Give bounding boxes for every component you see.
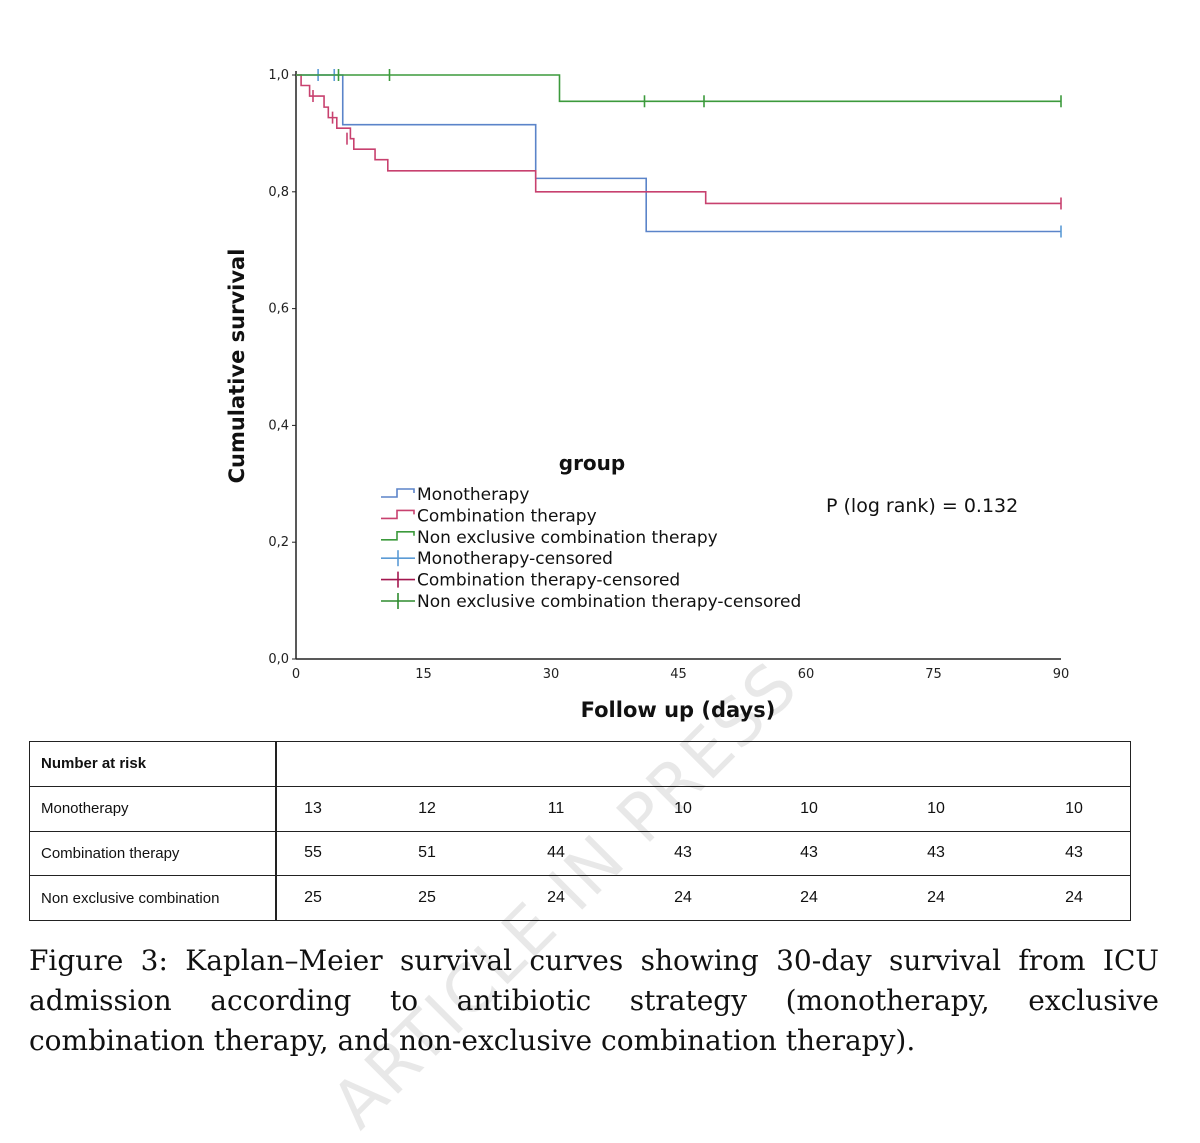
y-tick-label: 0,8 xyxy=(268,185,289,200)
risk-row-values: 55 51 44 43 43 43 43 xyxy=(275,830,1131,877)
curve-combination-therapy xyxy=(296,74,1061,205)
x-tick-label: 15 xyxy=(415,667,432,682)
risk-value: 24 xyxy=(674,889,692,907)
legend-entry-label: Combination therapy xyxy=(417,506,597,526)
risk-value: 25 xyxy=(418,889,436,907)
kaplan-meier-chart: 0,0 0,2 0,4 0,6 0,8 1,0 0 15 30 45 60 75 90 group Mon… xyxy=(225,68,1069,722)
legend-step-swatch xyxy=(381,509,415,520)
risk-row-label: Monotherapy xyxy=(29,785,277,832)
y-axis-title: Cumulative survival xyxy=(225,249,249,484)
y-tick-label: 1,0 xyxy=(268,68,289,83)
x-tick-label: 45 xyxy=(670,667,687,682)
legend-entry-label: Monotherapy xyxy=(417,485,529,505)
risk-value: 44 xyxy=(547,844,565,862)
risk-value: 10 xyxy=(674,799,692,817)
y-tick-label: 0,2 xyxy=(268,535,289,550)
x-tick-label: 90 xyxy=(1053,667,1070,682)
risk-row-values: 25 25 24 24 24 24 24 xyxy=(275,875,1131,921)
log-rank-p-value: P (log rank) = 0.132 xyxy=(826,495,1018,517)
survival-curves xyxy=(296,69,1062,238)
figure-caption: Figure 3: Kaplan–Meier survival curves s… xyxy=(29,944,1159,1057)
legend-entry-label: Combination therapy-censored xyxy=(417,571,680,591)
x-tick-label: 0 xyxy=(292,667,300,682)
risk-value: 55 xyxy=(304,844,322,862)
risk-value: 12 xyxy=(418,799,436,817)
risk-row-values: 13 12 11 10 10 10 10 xyxy=(275,785,1131,832)
risk-value: 24 xyxy=(1065,889,1083,907)
risk-row-combination-therapy: Combination therapy 55 51 44 43 43 43 43 xyxy=(29,830,1131,877)
legend-step-swatch xyxy=(381,488,415,498)
legend-entry-label: Non exclusive combination therapy xyxy=(417,528,718,548)
risk-row-label: Combination therapy xyxy=(29,830,277,877)
risk-value: 24 xyxy=(547,889,565,907)
axes: 0,0 0,2 0,4 0,6 0,8 1,0 0 15 30 45 60 75 90 xyxy=(268,68,1069,682)
risk-value: 13 xyxy=(304,799,322,817)
risk-value: 10 xyxy=(927,799,945,817)
risk-value: 25 xyxy=(304,889,322,907)
number-at-risk-table: Number at risk Monotherapy 13 12 11 10 10 10 1… xyxy=(29,741,1131,921)
risk-row-monotherapy: Monotherapy 13 12 11 10 10 10 10 xyxy=(29,785,1131,832)
y-tick-label: 0,6 xyxy=(268,302,289,317)
legend-step-swatch xyxy=(381,531,415,541)
curve-monotherapy xyxy=(296,74,1061,233)
risk-row-non-exclusive-combination: Non exclusive combination 25 25 24 24 24 24 24 xyxy=(29,875,1131,921)
risk-value: 24 xyxy=(927,889,945,907)
x-axis-title: Follow up (days) xyxy=(581,698,776,722)
risk-value: 43 xyxy=(1065,844,1083,862)
curve-non-exclusive-combination-therapy xyxy=(296,74,1061,103)
risk-row-label: Non exclusive combination xyxy=(29,875,277,921)
risk-value: 43 xyxy=(927,844,945,862)
x-tick-label: 75 xyxy=(925,667,942,682)
risk-table-header: Number at risk xyxy=(29,741,277,787)
legend-title: group xyxy=(559,451,625,475)
risk-value: 43 xyxy=(800,844,818,862)
risk-value: 51 xyxy=(418,844,436,862)
y-tick-label: 0,0 xyxy=(268,652,289,667)
y-tick-label: 0,4 xyxy=(268,418,289,433)
risk-value: 10 xyxy=(1065,799,1083,817)
legend-entry-label: Monotherapy-censored xyxy=(417,549,613,569)
risk-value: 43 xyxy=(674,844,692,862)
risk-value: 11 xyxy=(547,799,565,817)
x-tick-label: 30 xyxy=(543,667,560,682)
legend-entry-label: Non exclusive combination therapy-censor… xyxy=(417,592,801,612)
figure: 0,0 0,2 0,4 0,6 0,8 1,0 0 15 30 45 60 75 90 group Mon… xyxy=(29,68,1159,1143)
risk-table-header-values xyxy=(275,741,1131,787)
risk-table-header-row: Number at risk xyxy=(29,741,1131,787)
risk-value: 24 xyxy=(800,889,818,907)
risk-value: 10 xyxy=(800,799,818,817)
x-tick-label: 60 xyxy=(798,667,815,682)
